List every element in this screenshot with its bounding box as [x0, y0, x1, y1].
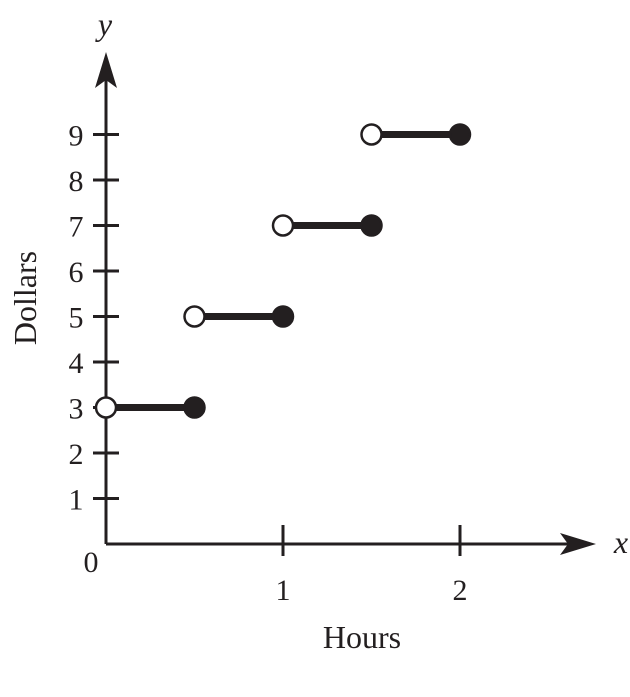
y-axis-title: Dollars — [7, 251, 43, 345]
y-axis-variable: y — [95, 6, 113, 42]
y-tick-label: 5 — [69, 302, 84, 335]
y-axis-arrowhead — [95, 52, 117, 88]
y-tick-label: 7 — [69, 211, 84, 244]
x-axis-title: Hours — [323, 619, 401, 655]
origin-label: 0 — [84, 546, 99, 579]
y-tick-label: 8 — [69, 165, 84, 198]
y-tick-label: 1 — [69, 484, 84, 517]
tick-labels: 1 2 3 4 5 6 7 8 9 1 2 — [69, 120, 468, 608]
segments — [94, 123, 472, 419]
open-endpoint — [183, 305, 206, 328]
open-endpoint — [271, 214, 295, 237]
closed-endpoint — [183, 396, 206, 419]
y-tick-label: 3 — [69, 393, 84, 426]
open-endpoint — [360, 123, 383, 146]
closed-endpoint — [360, 214, 383, 237]
y-tick-label: 6 — [69, 256, 84, 289]
x-tick-label: 1 — [276, 574, 291, 607]
titles: 0 x y Hours Dollars — [7, 6, 628, 655]
x-axis-arrowhead — [560, 533, 596, 555]
x-tick-label: 2 — [453, 574, 468, 607]
ticks — [93, 133, 462, 556]
y-tick-label: 4 — [69, 347, 84, 380]
y-tick-label: 9 — [69, 120, 84, 153]
open-endpoint — [94, 396, 118, 419]
y-tick-label: 2 — [69, 438, 84, 471]
closed-endpoint — [271, 305, 295, 328]
closed-endpoint — [448, 123, 472, 146]
x-axis-variable: x — [613, 524, 628, 560]
axes — [95, 52, 596, 555]
